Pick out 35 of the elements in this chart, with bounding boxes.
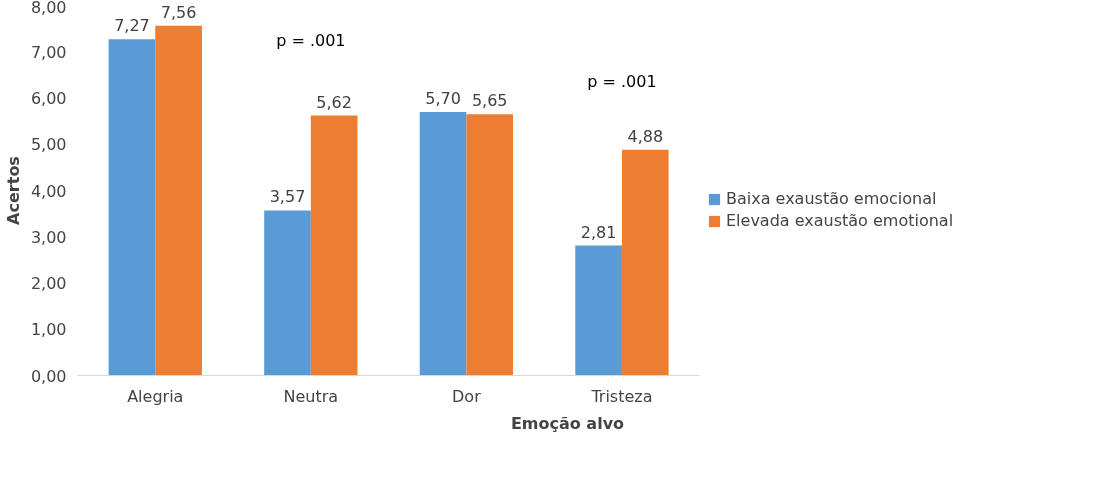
data-label: 5,62 xyxy=(316,92,352,112)
data-label: 4,88 xyxy=(627,126,664,146)
y-tick-label: 5,00 xyxy=(30,135,67,155)
bar xyxy=(310,115,358,376)
y-tick-label: 7,00 xyxy=(30,42,67,62)
x-axis-title: Emoção alvo xyxy=(510,413,625,433)
bar xyxy=(466,114,514,376)
data-label: 5,65 xyxy=(471,91,508,111)
data-label: 3,57 xyxy=(269,187,306,207)
legend-label: Elevada exaustão emotional xyxy=(726,211,954,230)
y-axis-title: Acertos xyxy=(3,156,23,225)
legend-label: Baixa exaustão emocional xyxy=(726,189,937,208)
y-tick-label: 2,00 xyxy=(30,274,67,293)
bar xyxy=(155,25,202,376)
data-label: 7,56 xyxy=(160,2,197,22)
data-label: 7,27 xyxy=(114,16,150,36)
data-label: 2,81 xyxy=(580,222,617,242)
x-tick-label: Tristeza xyxy=(590,386,653,406)
annotation: p = .001 xyxy=(276,30,346,50)
x-tick-label: Dor xyxy=(452,386,482,406)
annotation: p = .001 xyxy=(587,72,657,92)
bar xyxy=(419,111,467,376)
y-tick-label: 0,00 xyxy=(30,366,67,386)
y-tick-label: 8,00 xyxy=(30,0,67,17)
y-tick-label: 6,00 xyxy=(30,89,67,108)
bar xyxy=(575,245,622,376)
y-tick-label: 3,00 xyxy=(30,227,67,247)
bar xyxy=(621,149,669,376)
y-tick-label: 1,00 xyxy=(30,320,67,340)
bar xyxy=(264,210,311,376)
x-tick-label: Neutra xyxy=(283,386,339,406)
data-label: 5,70 xyxy=(425,88,461,108)
x-tick-label: Alegria xyxy=(127,386,184,406)
bar xyxy=(108,39,156,376)
y-tick-label: 4,00 xyxy=(30,181,67,201)
